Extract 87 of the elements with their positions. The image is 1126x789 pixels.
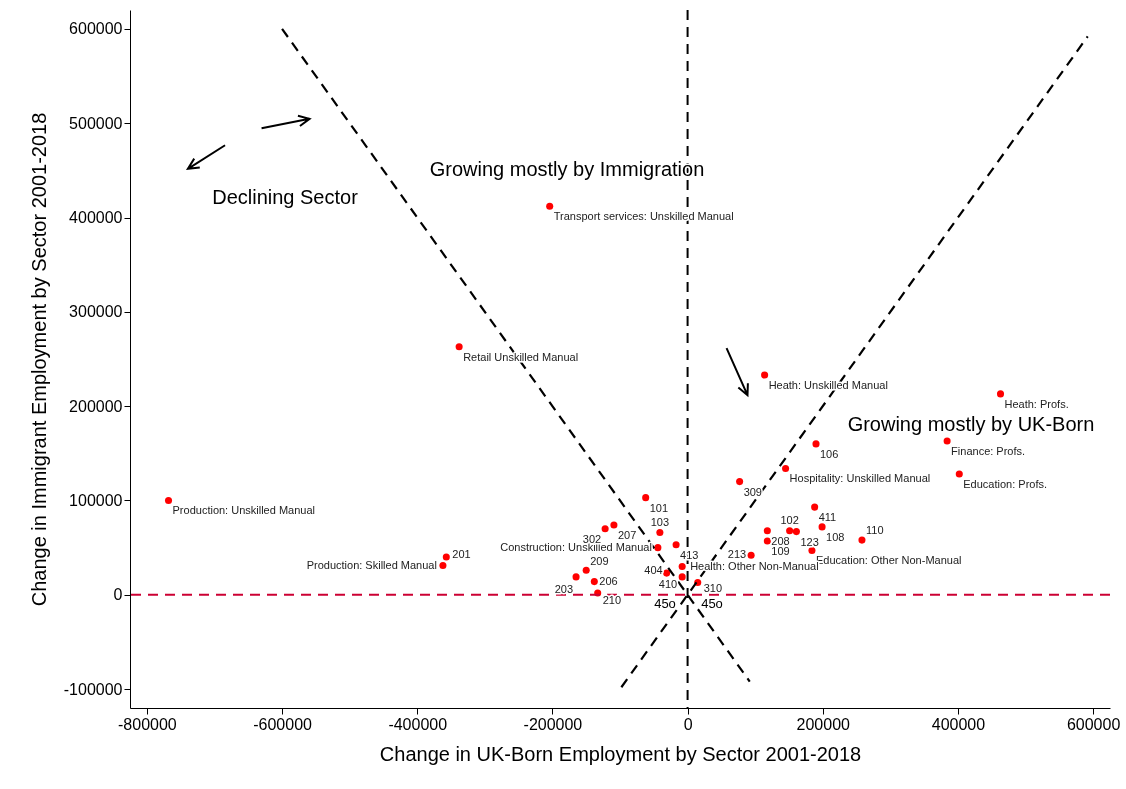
- point: [811, 503, 819, 511]
- annotation: 45o: [701, 596, 723, 611]
- point: [955, 470, 963, 478]
- x-tick-label: -600000: [253, 715, 313, 733]
- point: [763, 527, 771, 535]
- point: [761, 371, 769, 379]
- series-label: Heath: Unskilled Manual: [768, 379, 888, 392]
- point: [996, 390, 1005, 398]
- y-tick-label: -100000: [63, 680, 123, 698]
- point: [763, 537, 771, 545]
- y-tick-label: 400000: [69, 209, 123, 227]
- point: [601, 525, 609, 533]
- x-tick-label: -800000: [118, 715, 177, 733]
- series-label: 103: [650, 515, 670, 528]
- point: [858, 536, 866, 544]
- x-tick-label: 600000: [1066, 715, 1121, 733]
- point: [808, 546, 816, 555]
- point: [818, 523, 826, 531]
- x-tick-label: -200000: [523, 715, 583, 733]
- series-label: 102: [780, 513, 799, 526]
- series-label: Education: Profs.: [963, 478, 1048, 491]
- annotation: Growing mostly by UK-Born: [847, 413, 1095, 435]
- series-label: 108: [826, 530, 845, 543]
- series-label: 404: [644, 564, 663, 577]
- point: [455, 343, 463, 351]
- point: [736, 478, 744, 486]
- y-axis-title: Change in Immigrant Employment by Sector 2001-2018: [27, 112, 50, 607]
- y-tick-label: 600000: [69, 20, 123, 38]
- point: [439, 562, 447, 570]
- y-tick-label: 200000: [69, 397, 123, 415]
- series-label: Heath: Profs.: [1004, 397, 1069, 410]
- y-tick-label: 300000: [69, 303, 123, 321]
- x-tick-label: 0: [683, 715, 693, 733]
- point: [642, 494, 650, 502]
- series-label: 123: [800, 535, 819, 548]
- point: [663, 569, 671, 577]
- point: [610, 521, 618, 529]
- series-label: 411: [818, 511, 837, 524]
- series-label: 209: [590, 555, 609, 568]
- x-tick-label: 200000: [796, 715, 851, 733]
- series-label: Production: Skilled Manual: [306, 558, 437, 571]
- y-tick-label: 100000: [69, 491, 123, 509]
- point: [812, 440, 820, 448]
- point: [546, 202, 554, 210]
- series-label: Hospitality: Unskilled Manual: [789, 472, 931, 485]
- x-tick-label: -400000: [388, 715, 448, 733]
- point: [672, 541, 680, 549]
- point: [782, 464, 790, 472]
- y-tick-label: 0: [113, 586, 123, 604]
- y-tick-label: 500000: [69, 114, 123, 132]
- series-label: 207: [617, 529, 637, 542]
- point: [582, 566, 590, 574]
- annotation: 45o: [654, 596, 676, 611]
- series-label: 413: [680, 548, 699, 561]
- series-label: Transport services: Unskilled Manual: [553, 210, 734, 223]
- series-label: 210: [602, 593, 622, 606]
- point: [590, 578, 598, 586]
- point: [654, 544, 662, 552]
- point: [442, 553, 450, 561]
- x-axis-title: Change in UK-Born Employment by Sector 2001-2018: [379, 742, 862, 765]
- series-label: 206: [599, 574, 618, 587]
- series-label: 309: [743, 485, 762, 498]
- series-label: 203: [554, 582, 574, 595]
- point: [678, 573, 686, 581]
- annotation: Growing mostly by Immigration: [429, 158, 705, 180]
- point: [678, 562, 686, 571]
- series-label: 201: [452, 548, 471, 561]
- series-label: 213: [727, 548, 747, 561]
- point: [572, 573, 580, 581]
- series-label: 310: [703, 581, 723, 594]
- series-label: Finance: Profs.: [951, 445, 1026, 458]
- point: [943, 437, 951, 445]
- point: [164, 496, 173, 505]
- x-tick-label: 400000: [931, 715, 986, 733]
- series-label: 410: [658, 577, 678, 590]
- series-label: 106: [820, 447, 839, 460]
- series-label: Retail Unskilled Manual: [463, 350, 579, 363]
- annotation: Declining Sector: [212, 186, 359, 208]
- point: [656, 529, 664, 537]
- series-label: 208: [771, 534, 790, 547]
- series-label: 110: [865, 524, 884, 537]
- series-label: 109: [771, 545, 790, 558]
- series-label: 101: [649, 501, 669, 514]
- point: [792, 528, 800, 536]
- series-label: Production: Unskilled Manual: [172, 504, 315, 517]
- point: [786, 527, 794, 535]
- point: [747, 551, 755, 559]
